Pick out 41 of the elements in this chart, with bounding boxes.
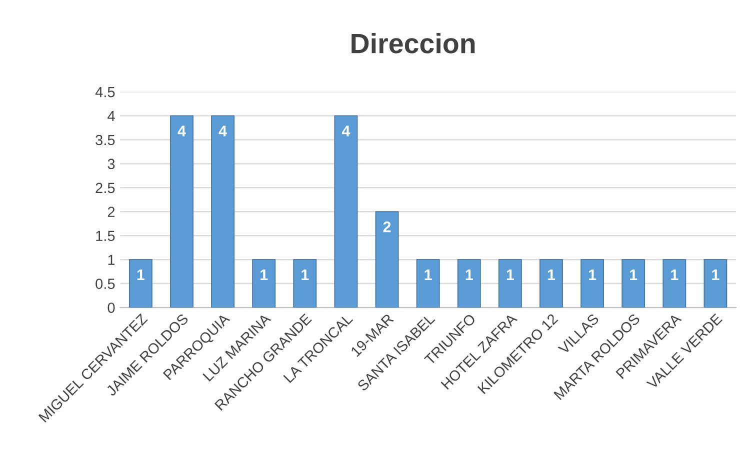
data-label: 1	[260, 270, 268, 280]
data-label: 1	[302, 270, 309, 280]
bar	[622, 259, 646, 308]
data-label: 2	[383, 221, 391, 232]
bar	[498, 259, 522, 308]
data-label: 1	[137, 270, 145, 280]
data-label: 1	[506, 270, 514, 280]
bar	[662, 259, 686, 308]
y-tick-label: 3.5	[96, 134, 115, 146]
y-tick-label: 2	[108, 206, 115, 217]
bar	[416, 259, 440, 308]
bar	[704, 259, 728, 308]
data-label: 1	[671, 270, 678, 280]
y-tick-label: 4	[108, 111, 115, 122]
data-label: 1	[630, 270, 638, 280]
bar	[211, 115, 235, 308]
y-tick-label: 1	[108, 254, 115, 265]
data-label: 1	[424, 270, 432, 280]
bar	[457, 259, 481, 308]
data-label: 1	[589, 270, 596, 280]
data-label: 4	[178, 126, 186, 136]
y-tick-label: 4.5	[95, 87, 115, 98]
y-tick-label: 0.5	[96, 278, 115, 289]
y-tick-label: 3	[108, 158, 115, 170]
bar	[293, 259, 317, 308]
bar	[334, 115, 358, 308]
bar	[540, 259, 563, 308]
y-tick-label: 0	[108, 302, 115, 313]
bar	[128, 259, 152, 308]
chart-title: Direccion	[352, 32, 475, 54]
bar	[580, 259, 604, 308]
data-label: 1	[466, 270, 473, 280]
data-label: 1	[548, 270, 556, 280]
data-label: 1	[712, 270, 720, 280]
bar	[252, 259, 276, 308]
data-label: 4	[218, 126, 227, 136]
bar	[375, 211, 399, 308]
bar	[170, 115, 194, 308]
data-label: 4	[342, 126, 350, 136]
y-tick-label: 2.5	[96, 182, 115, 194]
y-tick-label: 1.5	[96, 230, 115, 242]
